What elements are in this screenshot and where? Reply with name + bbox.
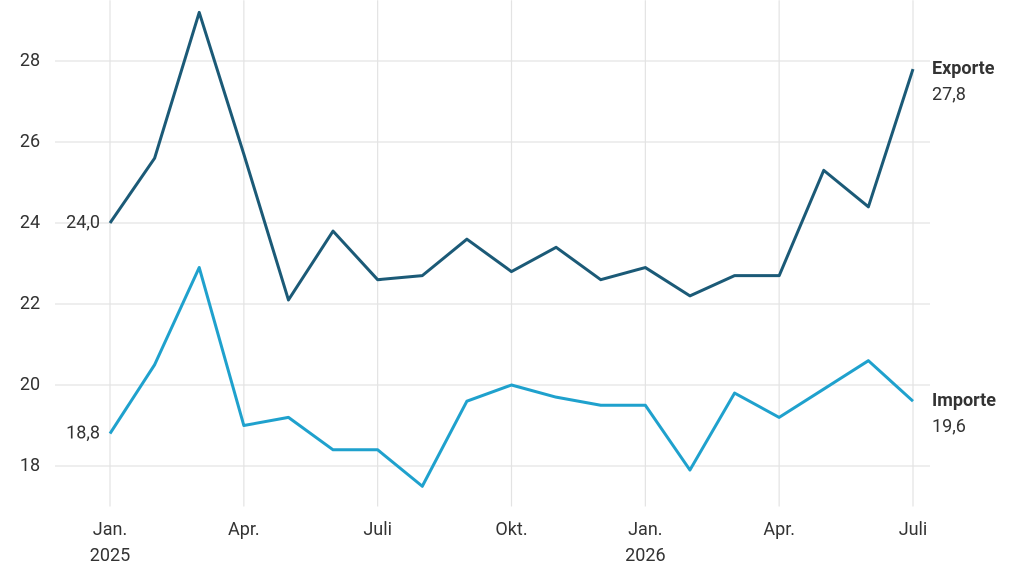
x-tick-label: Jan. <box>93 519 127 540</box>
value-label: 18,8 <box>66 422 100 443</box>
series-line <box>108 10 915 302</box>
x-tick-label: Jan. <box>628 519 662 540</box>
x-tick-label: Okt. <box>495 519 527 540</box>
x-group-label: 2025 <box>90 545 130 566</box>
series-line <box>108 266 915 488</box>
value-label: 24,0 <box>66 212 100 233</box>
y-tick-label: 24 <box>20 212 40 233</box>
y-tick-label: 22 <box>20 293 40 314</box>
x-tick-label: Juli <box>363 519 392 540</box>
y-tick-label: 26 <box>20 131 40 152</box>
value-label: 19,6 <box>932 416 966 437</box>
legend-label: Importe <box>932 390 996 411</box>
y-tick-label: 18 <box>20 455 40 476</box>
value-label: 27,8 <box>932 84 966 105</box>
x-tick-label: Apr. <box>228 519 260 540</box>
y-tick-label: 28 <box>20 50 40 71</box>
legend-label: Exporte <box>932 58 995 79</box>
x-tick-label: Juli <box>899 519 928 540</box>
x-group-label: 2026 <box>625 545 665 566</box>
x-tick-label: Apr. <box>763 519 795 540</box>
y-tick-label: 20 <box>20 374 40 395</box>
